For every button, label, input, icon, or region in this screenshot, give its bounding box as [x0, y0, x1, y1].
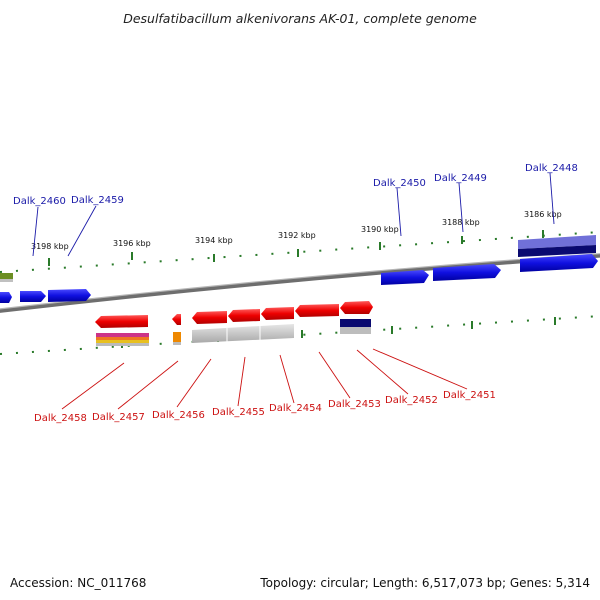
kbp-label: 3186 kbp — [524, 210, 562, 219]
kbp-label: 3188 kbp — [442, 218, 480, 227]
gene-feature-orange[interactable] — [173, 332, 181, 342]
gene-arrow-reverse[interactable] — [192, 311, 227, 324]
gene-feature-yellow[interactable] — [96, 340, 149, 343]
kbp-label: 3192 kbp — [278, 231, 316, 240]
gene-arrow-forward[interactable] — [48, 289, 91, 302]
leader-line — [32, 206, 39, 257]
leader-line — [372, 348, 468, 390]
inner-tick-track — [0, 315, 600, 355]
gene-label[interactable]: Dalk_2453 — [328, 399, 381, 410]
gene-feature-orange[interactable] — [96, 337, 149, 340]
gene-feature-gray[interactable] — [173, 342, 181, 345]
leader-line — [458, 182, 464, 233]
kbp-label: 3190 kbp — [361, 225, 399, 234]
leader-line — [356, 349, 409, 395]
gene-feature-gray[interactable] — [96, 343, 149, 346]
kbp-label: 3194 kbp — [195, 236, 233, 245]
gene-arrow-reverse[interactable] — [228, 309, 260, 322]
gene-arrow-forward[interactable] — [433, 264, 501, 281]
leader-line — [176, 358, 212, 408]
outer-tick-track — [0, 230, 600, 273]
leader-line — [117, 360, 179, 410]
gene-label[interactable]: Dalk_2456 — [152, 410, 205, 421]
leader-line — [237, 356, 246, 407]
gene-feature-navy[interactable] — [340, 319, 371, 327]
minor-ticks-bottom — [0, 315, 600, 355]
gene-feature-gray[interactable] — [192, 324, 294, 343]
gene-arrow-reverse[interactable] — [172, 314, 181, 325]
leader-line — [396, 187, 402, 237]
gene-arrow-forward[interactable] — [381, 270, 429, 285]
leader-line — [67, 205, 97, 257]
kbp-labels: 3198 kbp 3196 kbp 3194 kbp 3192 kbp 3190… — [31, 210, 562, 251]
gene-feature-navy[interactable] — [518, 245, 596, 257]
gene-arrow-reverse[interactable] — [95, 315, 148, 328]
top-label-leaders — [32, 172, 555, 257]
gene-arrow-reverse[interactable] — [340, 301, 373, 314]
gene-arrow-forward[interactable] — [20, 291, 46, 302]
gene-label[interactable]: Dalk_2457 — [92, 412, 145, 423]
accession-text: Accession: NC_011768 — [10, 576, 147, 590]
forward-strand-genes — [0, 235, 598, 303]
top-gene-labels: Dalk_2460 Dalk_2459 Dalk_2450 Dalk_2449 … — [13, 163, 578, 207]
bottom-gene-labels: Dalk_2458 Dalk_2457 Dalk_2456 Dalk_2455 … — [34, 390, 496, 424]
topology-text: Topology: circular; Length: 6,517,073 bp… — [260, 576, 590, 590]
kbp-label: 3198 kbp — [31, 242, 69, 251]
gene-feature-magenta[interactable] — [96, 333, 149, 337]
gene-label[interactable]: Dalk_2460 — [13, 196, 66, 207]
gene-label[interactable]: Dalk_2455 — [212, 407, 265, 418]
leader-line — [318, 351, 351, 399]
gene-arrow-reverse[interactable] — [261, 307, 294, 320]
gene-feature-olive[interactable] — [0, 273, 13, 279]
bottom-label-leaders — [61, 348, 468, 410]
gene-label[interactable]: Dalk_2450 — [373, 178, 426, 189]
reverse-strand-genes — [95, 301, 373, 346]
gene-label[interactable]: Dalk_2459 — [71, 195, 124, 206]
genome-backbone — [0, 253, 600, 313]
gene-arrow-reverse[interactable] — [295, 304, 339, 317]
leader-line — [279, 354, 295, 404]
kbp-label: 3196 kbp — [113, 239, 151, 248]
gene-label[interactable]: Dalk_2458 — [34, 413, 87, 424]
gene-label[interactable]: Dalk_2449 — [434, 173, 487, 184]
gene-feature-gray[interactable] — [340, 327, 371, 334]
gene-label[interactable]: Dalk_2454 — [269, 403, 322, 414]
leader-line — [61, 362, 125, 410]
gene-label[interactable]: Dalk_2448 — [525, 163, 578, 174]
gene-arrow-forward[interactable] — [520, 254, 598, 272]
gene-label[interactable]: Dalk_2451 — [443, 390, 496, 401]
leader-line — [549, 172, 555, 225]
gene-label[interactable]: Dalk_2452 — [385, 395, 438, 406]
gene-arrow-forward[interactable] — [0, 292, 12, 303]
gene-feature-lavender[interactable] — [518, 235, 596, 249]
map-title: Desulfatibacillum alkenivorans AK-01, co… — [123, 11, 477, 26]
gene-feature-gray[interactable] — [0, 279, 13, 282]
